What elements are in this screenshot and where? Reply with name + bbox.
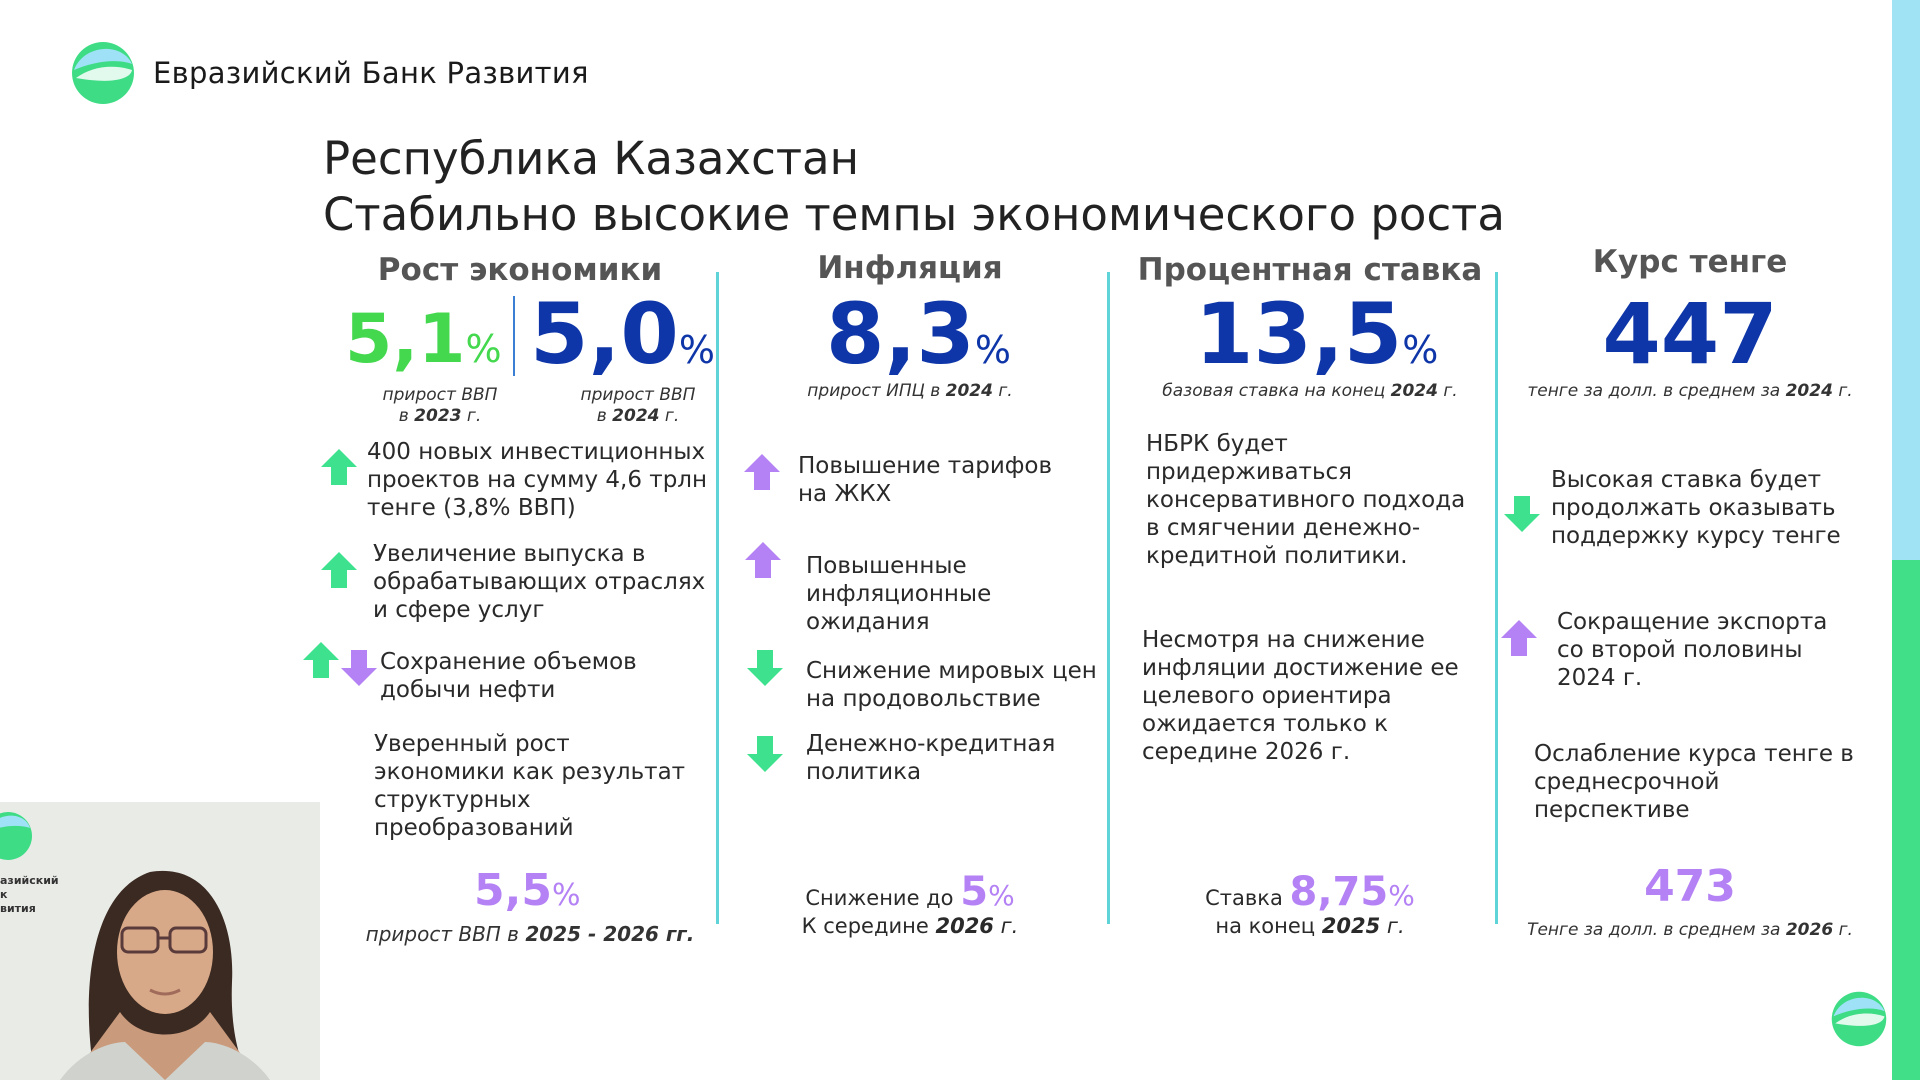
growth-heading: Рост экономики [377, 252, 663, 288]
slide-area [290, 118, 1880, 1078]
webcam-logo-text: азийский к вития [0, 874, 59, 915]
rate-caption: базовая ставка на конец 2024 г. [1162, 381, 1458, 401]
tenge-value: 447 [1602, 285, 1778, 383]
growth-caption-2023: прирост ВВП в 2023 г. [382, 385, 498, 426]
tenge-forecast-value: 473 [1644, 861, 1736, 912]
tenge-item-3: Ослабление курса тенге в среднесрочной п… [1534, 741, 1854, 823]
tenge-item-2: Сокращение экспорта со второй половины 2… [1557, 609, 1828, 691]
tenge-heading: Курс тенге [1592, 244, 1788, 280]
arrow-up-green-icon [303, 642, 339, 678]
growth-value-2024: 5,0% [530, 285, 715, 383]
arrow-down-violet-icon [341, 650, 377, 686]
arrow-down-green-icon [1504, 496, 1540, 532]
inflation-item-3: Снижение мировых цен на продовольствие [806, 658, 1097, 712]
rate-item-2: Несмотря на снижение инфляции достижение… [1142, 627, 1459, 765]
growth-value-2023: 5,1% [345, 300, 502, 379]
tenge-item-1: Высокая ставка будет продолжать оказыват… [1551, 467, 1841, 549]
tenge-caption: тенге за долл. в среднем за 2024 г. [1527, 381, 1853, 401]
ebr-logo-small-icon [1831, 991, 1887, 1047]
rate-heading: Процентная ставка [1137, 252, 1483, 288]
ebr-logo-icon [72, 42, 134, 104]
column-divider [716, 272, 719, 924]
growth-item-1: 400 новых инвестиционных проектов на сум… [367, 439, 708, 521]
inflation-forecast: Снижение до 5% К середине 2026 г. [801, 869, 1019, 938]
inflation-item-2: Повышенные инфляционные ожидания [806, 553, 992, 635]
rate-item-1: НБРК будет придерживаться консервативног… [1146, 431, 1466, 569]
growth-item-2: Увеличение выпуска в обрабатывающих отра… [373, 541, 706, 623]
arrow-down-green-icon [747, 736, 783, 772]
column-divider [1107, 272, 1110, 924]
rate-value: 13,5% [1195, 285, 1439, 383]
column-divider [1495, 272, 1498, 924]
webcam-video: азийский к вития [0, 802, 320, 1080]
brand-name: Евразийский Банк Развития [153, 56, 589, 90]
window-edge-strip [1892, 0, 1920, 1080]
inflation-item-1: Повышение тарифов на ЖКХ [798, 453, 1053, 507]
inflation-item-4: Денежно-кредитная политика [806, 731, 1056, 785]
arrow-up-violet-icon [745, 542, 781, 578]
growth-forecast-caption: прирост ВВП в 2025 - 2026 гг. [365, 922, 695, 946]
slide-title-line-2: Стабильно высокие темпы экономического р… [323, 188, 1505, 241]
inflation-caption: прирост ИПЦ в 2024 г. [807, 381, 1013, 401]
inflation-heading: Инфляция [817, 250, 1003, 286]
rate-forecast: Ставка 8,75% на конец 2025 г. [1205, 869, 1415, 938]
growth-forecast-value: 5,5% [474, 865, 581, 916]
slide-title-line-1: Республика Казахстан [323, 132, 860, 185]
growth-item-4: Уверенный рост экономики как результат с… [374, 731, 686, 841]
value-divider [513, 296, 515, 376]
growth-item-3: Сохранение объемов добычи нефти [380, 649, 637, 703]
presenter-image [0, 802, 320, 1080]
arrow-up-violet-icon [1501, 620, 1537, 656]
arrow-up-violet-icon [744, 454, 780, 490]
arrow-down-green-icon [747, 650, 783, 686]
arrow-up-green-icon [321, 552, 357, 588]
arrow-up-green-icon [321, 449, 357, 485]
inflation-value: 8,3% [826, 285, 1011, 383]
tenge-forecast-caption: Тенге за долл. в среднем за 2026 г. [1527, 920, 1853, 940]
growth-caption-2024: прирост ВВП в 2024 г. [580, 385, 696, 426]
